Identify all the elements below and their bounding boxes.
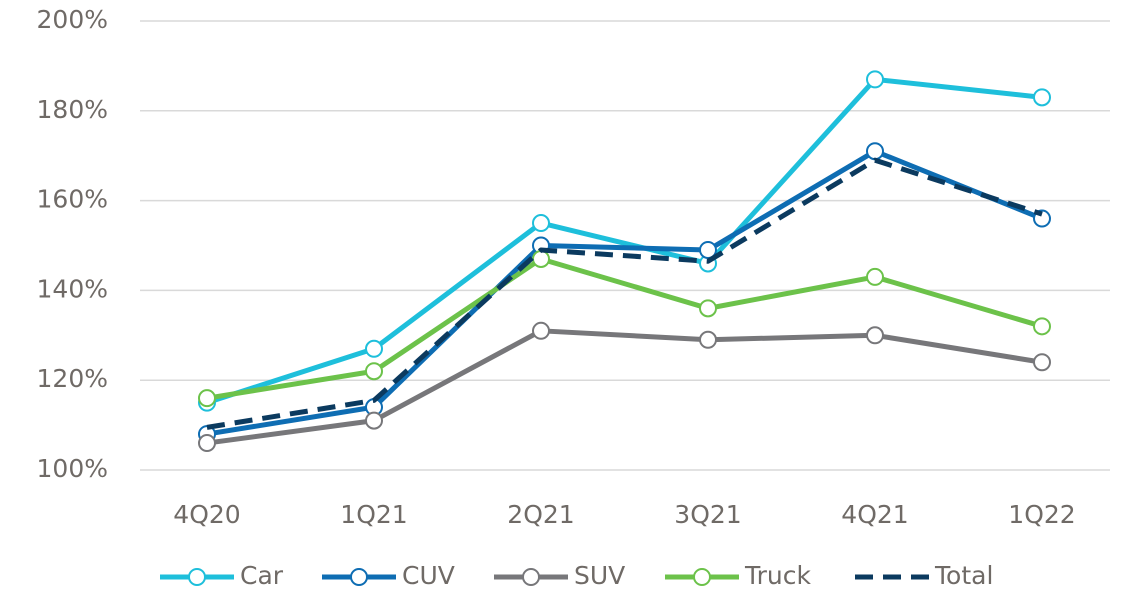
point [198,389,216,408]
y-tick-label: 160% [37,185,108,214]
y-tick-label: 180% [37,95,108,124]
point [699,299,717,318]
point [365,339,383,358]
point [532,321,550,340]
legend-label: CUV [402,561,455,590]
legend-label: Total [934,561,993,590]
point [532,214,550,233]
point [699,330,717,349]
point [699,240,717,259]
point [866,70,884,89]
legend-marker [522,568,540,586]
series-line [206,157,1043,430]
y-tick-label: 100% [37,454,108,483]
legend-label: SUV [574,561,625,590]
legend-label: Truck [744,561,811,590]
y-tick-label: 200% [37,5,108,34]
series-line [206,76,1043,406]
legend-marker [693,568,711,586]
point [1033,317,1051,336]
point [532,249,550,268]
point [365,411,383,430]
x-tick-label: 1Q21 [340,500,407,529]
point [1033,88,1051,107]
point [365,362,383,381]
y-tick-label: 140% [37,274,108,303]
series-line [206,148,1043,437]
point [866,267,884,286]
series-line [206,328,1043,446]
point [866,142,884,161]
x-tick-label: 3Q21 [674,500,741,529]
legend-marker [188,568,206,586]
x-tick-label: 1Q22 [1008,500,1075,529]
x-tick-label: 4Q20 [173,500,240,529]
legend-marker [350,568,368,586]
y-tick-label: 120% [37,364,108,393]
point [198,434,216,453]
point [1033,353,1051,372]
series-line [206,256,1043,401]
point [866,326,884,345]
x-tick-label: 2Q21 [507,500,574,529]
x-tick-label: 4Q21 [841,500,908,529]
legend-label: Car [240,561,284,590]
